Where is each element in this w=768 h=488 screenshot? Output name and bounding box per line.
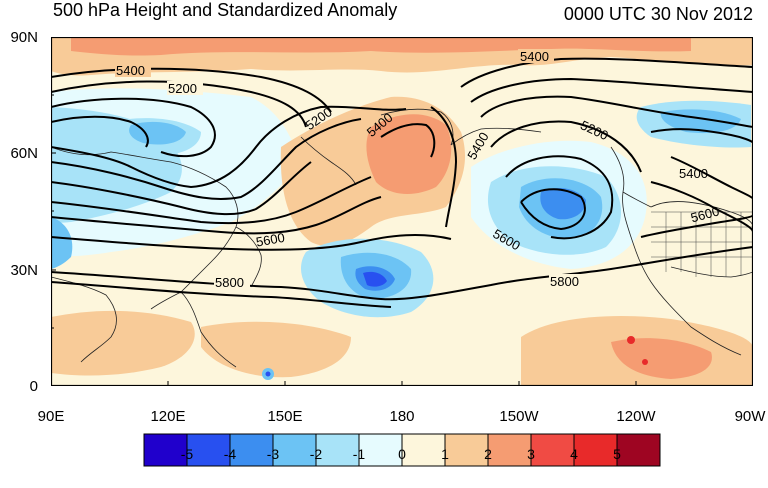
colorbar-label: -3 xyxy=(266,446,280,462)
anomaly-negative-gulf-alaska-core xyxy=(540,188,586,220)
colorbar xyxy=(143,433,661,467)
height-contours xyxy=(51,57,753,308)
colorbar-swatch xyxy=(401,433,446,467)
map-timestamp: 0000 UTC 30 Nov 2012 xyxy=(563,4,753,24)
lon-label-120w: 120W xyxy=(616,408,656,425)
lon-label-120e: 120E xyxy=(150,408,186,425)
anomaly-positive-spot-2 xyxy=(642,359,648,365)
contour-label: 5400 xyxy=(679,166,708,181)
lat-label-equator: 0 xyxy=(29,378,38,395)
lat-label-90n: 90N xyxy=(10,29,38,46)
contour-label: 5400 xyxy=(116,63,145,78)
contour-label: 5800 xyxy=(215,275,244,290)
colorbar-label: -4 xyxy=(223,446,237,462)
anomaly-positive-spot-1 xyxy=(627,336,635,344)
colorbar-label: 3 xyxy=(527,446,535,462)
lat-label-30n: 30N xyxy=(10,262,38,279)
anomaly-positive-arctic-inner xyxy=(71,37,691,56)
contour-label: 5400 xyxy=(520,49,549,64)
colorbar-swatch xyxy=(487,433,532,467)
us-state-borders xyxy=(651,211,753,277)
colorbar-label: 1 xyxy=(441,446,449,462)
colorbar-label: 2 xyxy=(484,446,492,462)
contour-label: 5200 xyxy=(168,81,197,96)
coastlines xyxy=(51,108,753,368)
contour-label: 5600 xyxy=(689,203,721,225)
map-frame xyxy=(51,37,753,386)
colorbar-label: 5 xyxy=(613,446,621,462)
colorbar-swatch xyxy=(530,433,575,467)
colorbar-label: -2 xyxy=(309,446,323,462)
contour-label: 5800 xyxy=(550,274,579,289)
anomaly-map: 5400 5200 5200 5400 5400 5400 5200 5400 … xyxy=(51,37,753,386)
lon-label-150w: 150W xyxy=(499,408,539,425)
colorbar-label: 0 xyxy=(398,446,406,462)
anomaly-positive-east-pacific-2 xyxy=(611,338,712,379)
anomaly-negative-spot-core xyxy=(265,371,271,377)
lon-label-150e: 150E xyxy=(267,408,303,425)
colorbar-swatch xyxy=(616,433,661,467)
map-title: 500 hPa Height and Standardized Anomaly xyxy=(53,0,398,20)
lat-label-60n: 60N xyxy=(10,145,38,162)
anomaly-negative-westpac xyxy=(51,217,73,269)
anomaly-negative-siberia-core xyxy=(129,121,186,145)
colorbar-swatch xyxy=(358,433,403,467)
lon-label-180: 180 xyxy=(389,408,415,425)
colorbar-swatch xyxy=(444,433,489,467)
colorbar-label: -5 xyxy=(180,446,194,462)
colorbar-label: -1 xyxy=(352,446,366,462)
colorbar-label: 4 xyxy=(570,446,578,462)
colorbar-swatch xyxy=(143,433,188,467)
anomaly-positive-pacific-core xyxy=(366,114,452,194)
anomaly-positive-indian xyxy=(51,310,195,376)
contour-label: 5600 xyxy=(255,230,286,250)
anomaly-positive-westpac-tropics xyxy=(201,321,351,378)
contour-label-layer: 5400 5200 5200 5400 5400 5400 5200 5400 … xyxy=(115,49,721,290)
map-panel: 5400 5200 5200 5400 5400 5400 5200 5400 … xyxy=(51,37,753,386)
lon-label-90e: 90E xyxy=(37,408,65,425)
anomaly-negative-subtropic-core xyxy=(363,271,387,287)
lon-label-90w: 90W xyxy=(734,408,766,425)
